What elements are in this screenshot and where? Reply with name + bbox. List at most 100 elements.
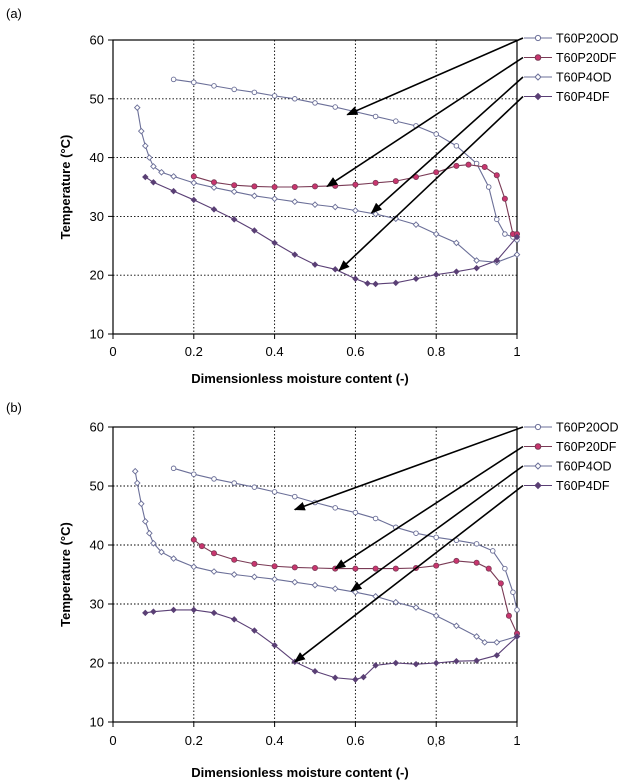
y-tick-label: 60: [90, 420, 104, 435]
legend-item-T60P20DF: T60P20DF: [524, 440, 617, 454]
data-point: [453, 143, 460, 149]
data-point: [432, 612, 440, 620]
data-point: [311, 581, 319, 589]
data-point: [211, 476, 217, 482]
series-T60P20OD: [170, 465, 520, 613]
x-tick-label: 0.4: [266, 344, 284, 359]
legend-label: T60P4OD: [556, 460, 612, 474]
series-line: [145, 176, 518, 285]
data-point: [291, 578, 299, 586]
data-point: [271, 642, 278, 649]
y-tick-label: 50: [90, 479, 104, 494]
plot-frame: [112, 426, 518, 723]
legend-item-T60P20OD: T60P20OD: [524, 421, 619, 435]
y-tick-label: 40: [90, 150, 104, 165]
legend-marker: [534, 481, 542, 490]
series-line: [173, 78, 518, 241]
legend-item-T60P4DF: T60P4DF: [524, 90, 610, 104]
data-point: [210, 179, 217, 186]
x-axis-title: Dimensionless moisture content (-): [191, 371, 408, 386]
series-T60P20DF: [190, 536, 521, 637]
data-point: [251, 227, 258, 234]
data-point: [190, 536, 197, 543]
data-point: [230, 188, 238, 196]
data-point: [158, 548, 165, 556]
data-point: [453, 162, 460, 169]
y-tick-label: 30: [90, 597, 104, 612]
y-tick-label: 50: [90, 91, 104, 106]
data-point: [251, 560, 258, 567]
x-tick-label: 0.4: [266, 733, 284, 748]
data-point: [230, 571, 238, 578]
data-point: [271, 239, 278, 247]
chart-panel-b: (b) 0 0.2 0.4 0.6 0,8 1 10 20 30 40 50 60 Dimensionle…: [6, 400, 619, 780]
data-point: [494, 216, 500, 223]
data-point: [502, 565, 508, 572]
data-point: [142, 609, 149, 617]
x-tick-label: 0.6: [346, 733, 364, 748]
x-tick-label: 0.6: [346, 344, 364, 359]
data-point: [513, 633, 521, 640]
data-point: [150, 539, 157, 547]
chart-panel-a: (a) 0 0.2 0.4 0.6 0.8 1 10 20 30 40 50 60 Dimensionle…: [6, 6, 619, 386]
data-point: [271, 183, 278, 190]
data-point: [292, 96, 298, 102]
data-point: [332, 104, 338, 110]
legend-label: T60P4OD: [556, 71, 612, 85]
data-point: [412, 174, 419, 181]
data-point: [291, 198, 299, 206]
data-point: [191, 471, 197, 477]
data-point: [311, 668, 319, 675]
data-point: [453, 622, 460, 630]
data-point: [352, 207, 359, 214]
panel-label: (a): [6, 6, 22, 21]
data-point: [432, 230, 440, 238]
data-point: [230, 216, 238, 223]
data-point: [271, 195, 278, 203]
series-T60P4OD: [131, 467, 521, 646]
series-line: [173, 467, 518, 611]
legend-marker: [534, 54, 542, 61]
x-tick-label: 0.2: [185, 733, 203, 748]
x-tick-label: 0,8: [427, 733, 445, 748]
data-point: [352, 509, 359, 516]
x-axis-title: Dimensionless moisture content (-): [191, 765, 408, 780]
data-point: [465, 161, 472, 168]
data-point: [251, 192, 258, 200]
plot-frame: [112, 39, 518, 335]
data-point: [146, 154, 153, 161]
legend-label: T60P20DF: [556, 51, 617, 65]
y-tick-label: 40: [90, 538, 104, 553]
data-point: [231, 556, 238, 563]
legend-arrow: [338, 95, 524, 272]
legend-item-T60P4OD: T60P4OD: [524, 71, 612, 85]
data-point: [251, 573, 258, 581]
x-tick-label: 0: [109, 344, 116, 359]
data-point: [150, 163, 157, 170]
data-point: [198, 543, 205, 550]
data-point: [412, 604, 420, 611]
data-point: [210, 568, 218, 575]
data-point: [210, 609, 218, 617]
data-point: [372, 210, 379, 218]
data-point: [146, 529, 153, 537]
data-point: [453, 537, 460, 544]
y-tick-label: 20: [90, 656, 104, 671]
data-point: [141, 518, 149, 525]
data-point: [392, 598, 400, 606]
data-point: [433, 131, 439, 137]
data-point: [291, 251, 299, 258]
data-point: [210, 206, 218, 213]
data-point: [502, 231, 508, 237]
data-point: [311, 201, 319, 208]
data-point: [493, 172, 500, 179]
data-point: [312, 100, 318, 106]
legend-arrow: [293, 484, 524, 663]
data-point: [360, 673, 367, 681]
data-point: [433, 534, 439, 541]
series-T60P4DF: [142, 606, 521, 683]
series-T60P20DF: [190, 161, 521, 238]
data-point: [170, 606, 177, 614]
data-point: [473, 633, 480, 640]
